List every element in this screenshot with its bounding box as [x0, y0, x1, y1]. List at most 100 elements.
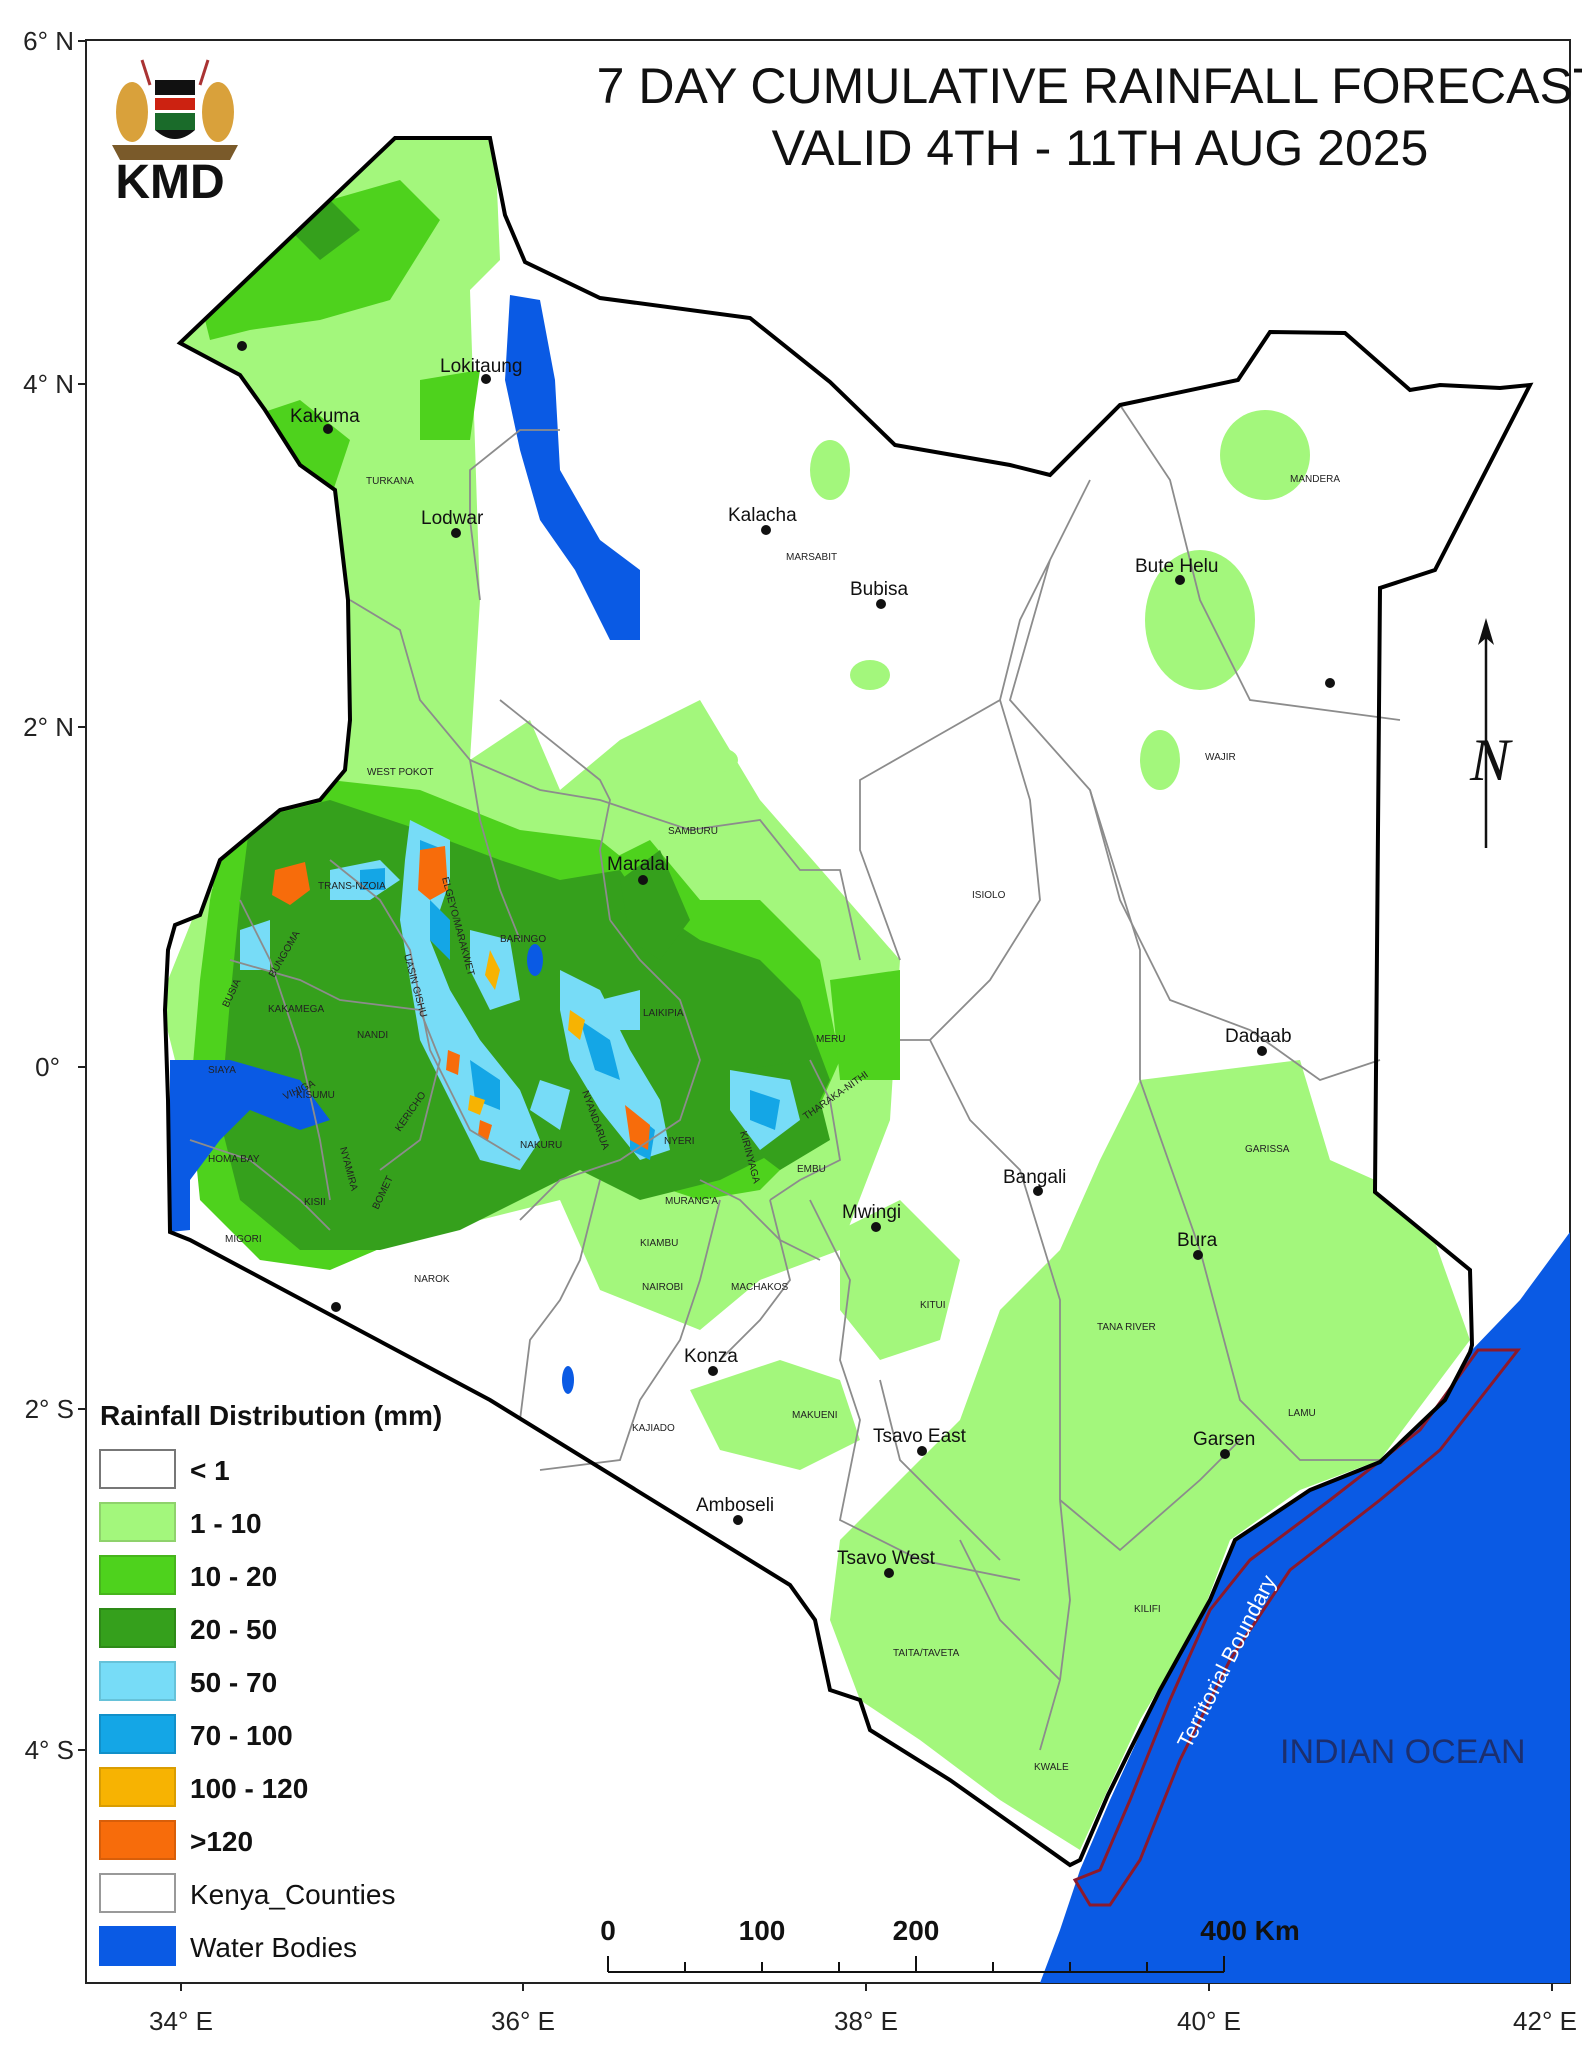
- town-dot: [733, 1515, 743, 1525]
- county-label-kiambu: KIAMBU: [640, 1238, 678, 1249]
- town-dot: [1325, 678, 1335, 688]
- scale-label-100: 100: [739, 1915, 786, 1946]
- county-label-kilifi: KILIFI: [1134, 1604, 1161, 1615]
- town-label-bangali: Bangali: [1003, 1167, 1066, 1188]
- county-label-marsabit: MARSABIT: [786, 552, 837, 563]
- county-label-west-pokot: WEST POKOT: [367, 767, 434, 778]
- town-dot: [1193, 1250, 1203, 1260]
- kenya-coat-of-arms-icon: KMD: [112, 59, 238, 209]
- town-dot: [871, 1222, 881, 1232]
- town-label-mwingi: Mwingi: [842, 1202, 901, 1223]
- north-arrow-icon: N: [1469, 618, 1513, 848]
- county-label-taita-taveta: TAITA/TAVETA: [893, 1648, 960, 1659]
- town-label-maralal: Maralal: [607, 854, 669, 875]
- county-label-mandera: MANDERA: [1290, 474, 1340, 485]
- town-dot: [1175, 575, 1185, 585]
- town-dot: [1257, 1046, 1267, 1056]
- axis-ticks: [78, 40, 1553, 1991]
- x-tick-34e: 34° E: [149, 2006, 213, 2036]
- legend-swatch: [99, 1820, 176, 1860]
- town-dot: [876, 599, 886, 609]
- legend: Rainfall Distribution (mm) < 1 1 - 10 10…: [99, 1400, 442, 1966]
- north-label: N: [1469, 727, 1513, 793]
- y-tick-2s: 2° S: [25, 1394, 74, 1424]
- county-label-garissa: GARISSA: [1245, 1144, 1290, 1155]
- town-dot: [451, 528, 461, 538]
- county-label-meru: MERU: [816, 1034, 845, 1045]
- county-label-makueni: MAKUENI: [792, 1410, 838, 1421]
- county-label-kakamega: KAKAMEGA: [268, 1004, 324, 1015]
- territorial-boundary-line: [1072, 1348, 1522, 1907]
- kenya-border: [162, 136, 1534, 1868]
- county-label-tana-river: TANA RIVER: [1097, 1322, 1156, 1333]
- town-label-kakuma: Kakuma: [290, 406, 360, 427]
- town-label-bura: Bura: [1177, 1230, 1218, 1251]
- legend-label: 50 - 70: [190, 1667, 277, 1698]
- town-dot: [1033, 1186, 1043, 1196]
- scale-label-400: 400 Km: [1200, 1915, 1300, 1946]
- legend-swatch: [99, 1714, 176, 1754]
- ocean-label: INDIAN OCEAN: [1280, 1733, 1526, 1771]
- x-tick-38e: 38° E: [834, 2006, 898, 2036]
- town-dot: [331, 1302, 341, 1312]
- town-label-garsen: Garsen: [1193, 1429, 1255, 1450]
- legend-label: 1 - 10: [190, 1508, 262, 1539]
- legend-swatch: [99, 1502, 176, 1542]
- county-label-narok: NAROK: [414, 1274, 450, 1285]
- y-tick-2n: 2° N: [23, 712, 74, 742]
- legend-swatch: [99, 1767, 176, 1807]
- y-tick-4s: 4° S: [25, 1735, 74, 1765]
- county-label-kisii: KISII: [304, 1197, 326, 1208]
- legend-label: 20 - 50: [190, 1614, 277, 1645]
- county-label-muranga: MURANG'A: [665, 1196, 718, 1207]
- county-label-nyeri: NYERI: [664, 1136, 695, 1147]
- county-label-machakos: MACHAKOS: [731, 1282, 789, 1293]
- town-label-lodwar: Lodwar: [421, 508, 484, 529]
- legend-swatch: [99, 1926, 176, 1966]
- map-frame: [85, 39, 1571, 1984]
- county-label-turkana: TURKANA: [366, 476, 414, 487]
- y-tick-6n: 6° N: [23, 26, 74, 56]
- county-label-kisumu: KISUMU: [296, 1090, 335, 1101]
- x-tick-40e: 40° E: [1177, 2006, 1241, 2036]
- town-label-bute-helu: Bute Helu: [1135, 556, 1218, 577]
- axis-labels: 6° N 4° N 2° N 0° 2° S 4° S 34° E 36° E …: [23, 26, 1577, 2036]
- county-label-kajiado: KAJIADO: [632, 1423, 675, 1434]
- town-dot: [323, 424, 333, 434]
- legend-swatch: [99, 1661, 176, 1701]
- town-dot: [237, 341, 247, 351]
- town-dot: [708, 1366, 718, 1376]
- county-label-homa-bay: HOMA BAY: [208, 1154, 260, 1165]
- town-label-lokitaung: Lokitaung: [440, 356, 522, 377]
- county-label-kwale: KWALE: [1034, 1762, 1069, 1773]
- title-line-1: 7 DAY CUMULATIVE RAINFALL FORECAST: [597, 58, 1582, 114]
- county-label-siaya: SIAYA: [208, 1065, 236, 1076]
- town-label-tsavo-east: Tsavo East: [873, 1426, 967, 1447]
- county-label-nandi: NANDI: [357, 1030, 388, 1041]
- x-tick-42e: 42° E: [1513, 2006, 1577, 2036]
- town-label-amboseli: Amboseli: [696, 1495, 774, 1516]
- county-label-migori: MIGORI: [225, 1234, 262, 1245]
- legend-swatch: [99, 1608, 176, 1648]
- county-label-laikipia: LAIKIPIA: [643, 1008, 684, 1019]
- town-label-tsavo-west: Tsavo West: [837, 1548, 936, 1569]
- county-label-trans-nzoia: TRANS-NZOIA: [318, 881, 386, 892]
- legend-label: 100 - 120: [190, 1773, 308, 1804]
- county-label-baringo: BARINGO: [500, 934, 546, 945]
- legend-label: < 1: [190, 1455, 230, 1486]
- county-label-nakuru: NAKURU: [520, 1140, 562, 1151]
- legend-title: Rainfall Distribution (mm): [100, 1400, 442, 1431]
- town-label-bubisa: Bubisa: [850, 579, 909, 600]
- county-borders: [189, 404, 1401, 1751]
- y-tick-0: 0°: [35, 1052, 60, 1082]
- county-label-isiolo: ISIOLO: [972, 890, 1006, 901]
- legend-swatch: [99, 1449, 176, 1489]
- town-dot: [884, 1568, 894, 1578]
- legend-swatch: [99, 1873, 176, 1913]
- county-label-samburu: SAMBURU: [668, 826, 718, 837]
- town-label-kalacha: Kalacha: [728, 505, 797, 526]
- scale-label-0: 0: [600, 1915, 616, 1946]
- legend-label: Water Bodies: [190, 1932, 357, 1963]
- county-label-nairobi: NAIROBI: [642, 1282, 683, 1293]
